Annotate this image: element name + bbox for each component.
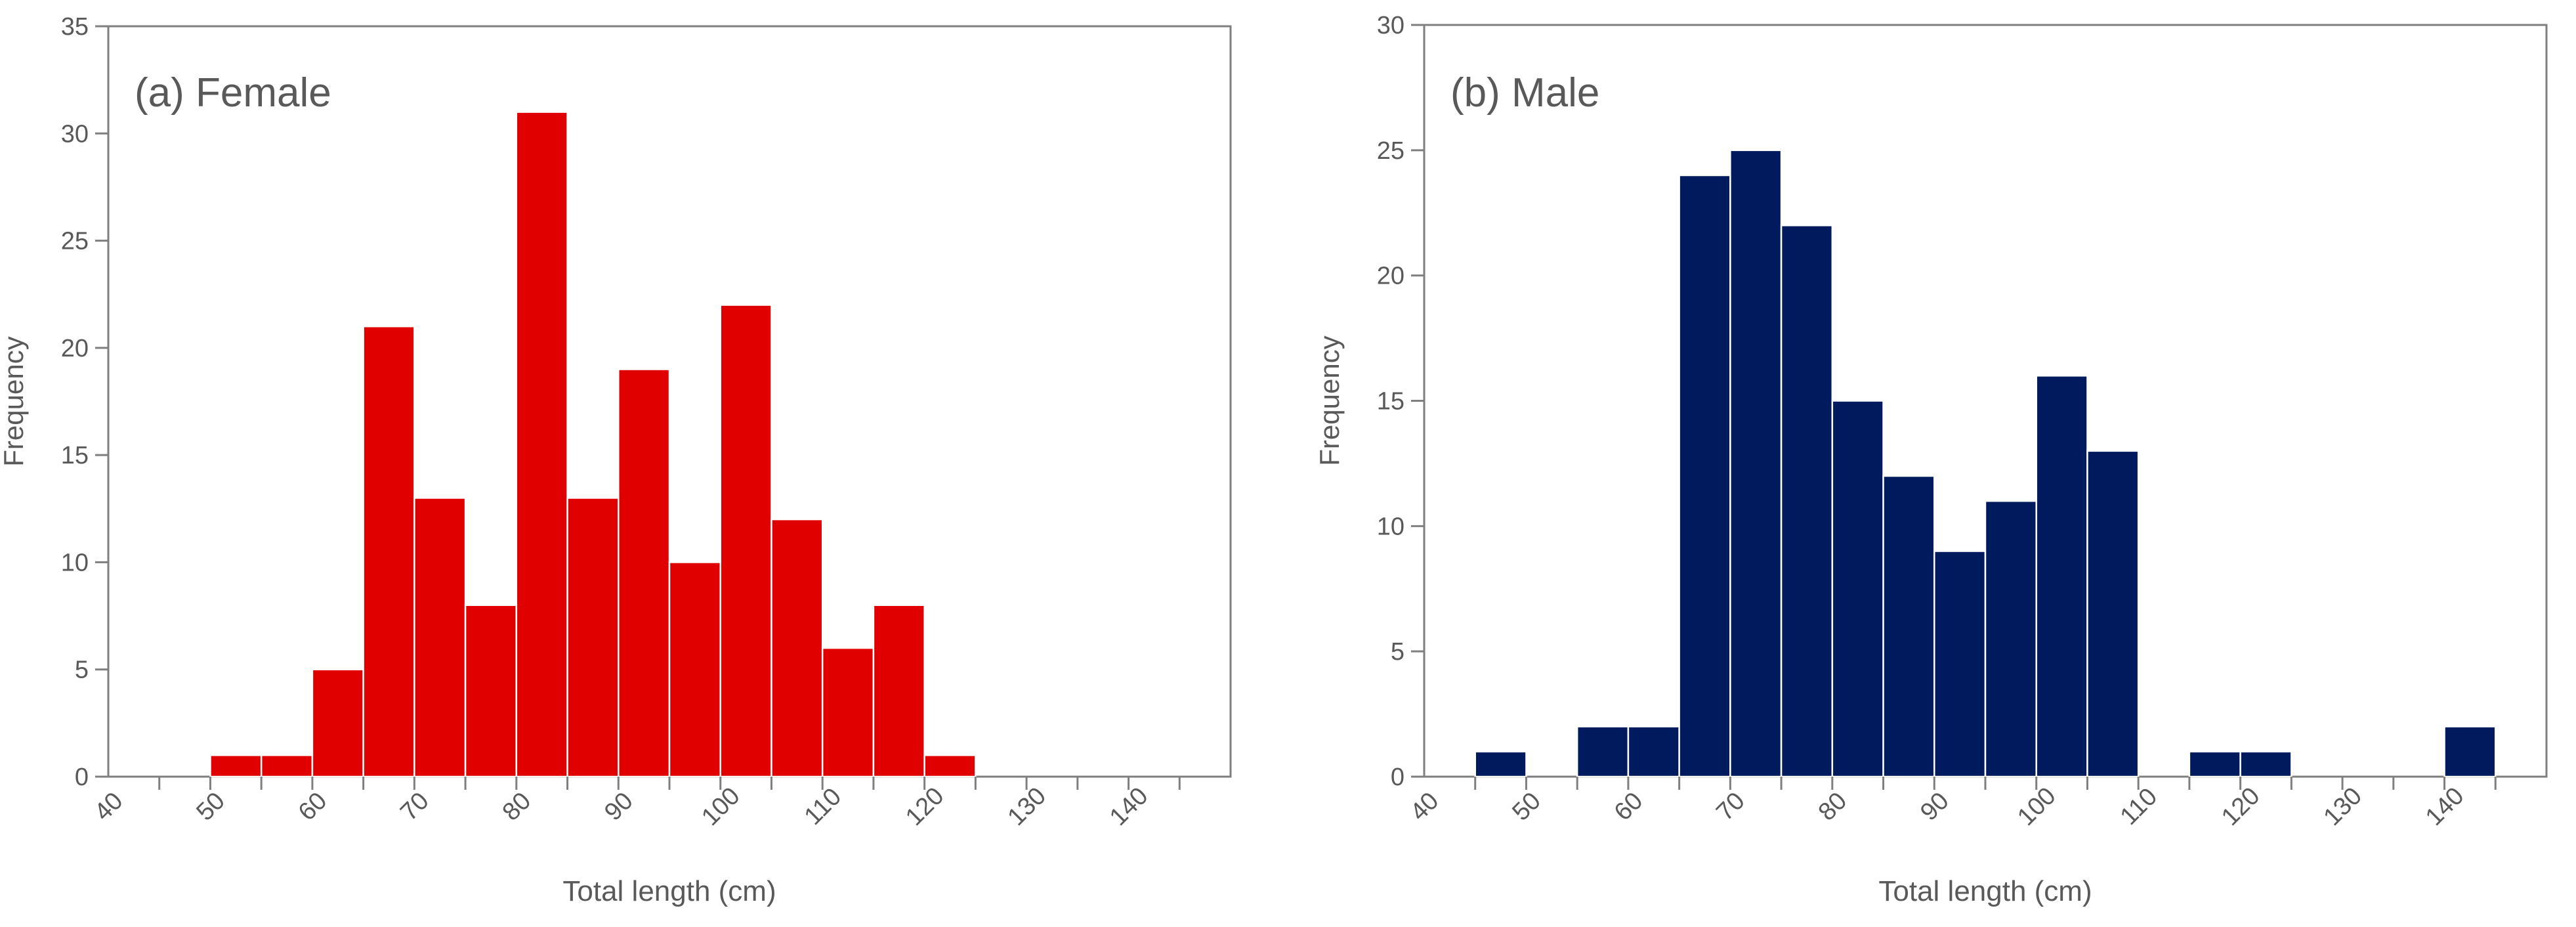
x-tick-label: 100 xyxy=(696,782,746,831)
x-tick-label: 70 xyxy=(395,787,434,827)
y-tick-label: 10 xyxy=(61,549,89,576)
x-tick-label: 50 xyxy=(1507,787,1546,827)
x-tick-label: 80 xyxy=(497,787,537,827)
x-tick-label: 110 xyxy=(2115,783,2163,830)
x-tick-label: 140 xyxy=(2420,782,2470,831)
y-tick-label: 30 xyxy=(1377,12,1404,39)
histogram-bar xyxy=(1780,225,1834,778)
x-axis-label: Total length (cm) xyxy=(1878,875,2092,907)
x-axis-label: Total length (cm) xyxy=(562,875,776,907)
histogram-bar xyxy=(362,325,415,778)
histogram-bar xyxy=(923,754,977,778)
y-tick-label: 20 xyxy=(61,335,89,362)
histogram-bar xyxy=(719,304,772,778)
x-tick-label: 80 xyxy=(1813,787,1853,827)
histogram-bar xyxy=(1576,725,1630,778)
y-tick-label: 10 xyxy=(1377,513,1404,540)
y-axis-label: Frequency xyxy=(0,336,29,466)
x-tick-label: 70 xyxy=(1711,787,1750,827)
x-tick-label: 120 xyxy=(900,782,950,831)
histogram-bar xyxy=(311,668,364,778)
histogram-bar xyxy=(1882,475,1935,778)
y-tick-label: 5 xyxy=(1391,638,1404,666)
x-tick-label: 50 xyxy=(191,787,230,827)
y-tick-label: 20 xyxy=(1377,263,1404,290)
x-tick-label: 110 xyxy=(799,783,847,830)
histogram-bar xyxy=(1627,725,1680,778)
histogram-bar xyxy=(413,497,467,778)
histogram-bar xyxy=(1678,174,1731,778)
x-tick-label: 40 xyxy=(1405,787,1445,827)
histogram-bar xyxy=(260,754,314,778)
chart-title: (b) Male xyxy=(1450,70,1599,116)
y-tick-label: 30 xyxy=(61,120,89,148)
histogram-bar xyxy=(821,647,875,778)
histogram-bar xyxy=(2239,750,2292,778)
y-tick-label: 25 xyxy=(61,228,89,255)
histogram-bar xyxy=(668,561,721,778)
histogram-bar xyxy=(2188,750,2241,778)
y-tick-label: 25 xyxy=(1377,137,1404,165)
x-tick-label: 60 xyxy=(1609,787,1649,827)
male-histogram-panel: 0 5 10 15 20 25 30 40 50 60 70 80 90 100 110 120 130 140 (… xyxy=(1314,12,2548,907)
x-tick-label: 130 xyxy=(2319,782,2368,831)
histogram-bar xyxy=(872,604,925,778)
histogram-bar xyxy=(2443,725,2497,778)
y-tick-label: 0 xyxy=(1391,764,1404,791)
y-tick-label: 15 xyxy=(61,442,89,469)
histogram-bar xyxy=(209,754,263,778)
x-tick-label: 90 xyxy=(599,787,639,827)
histogram-bar xyxy=(618,368,671,778)
histogram-bar xyxy=(1984,500,2037,778)
histogram-bar xyxy=(1831,400,1884,778)
histogram-bar xyxy=(1933,550,1987,778)
x-tick-label: 90 xyxy=(1915,787,1954,827)
histogram-bar xyxy=(771,518,824,778)
x-tick-label: 60 xyxy=(293,787,333,827)
histogram-bar xyxy=(566,497,620,778)
chart-title: (a) Female xyxy=(135,70,331,116)
y-tick-label: 5 xyxy=(75,657,89,684)
x-tick-label: 140 xyxy=(1105,782,1154,831)
histogram-bar xyxy=(2035,375,2088,778)
histogram-bar xyxy=(1474,750,1527,778)
histogram-bar xyxy=(2086,450,2140,778)
x-tick-label: 100 xyxy=(2012,782,2061,831)
histogram-bar xyxy=(1729,149,1783,778)
x-tick-label: 130 xyxy=(1003,782,1052,831)
y-tick-label: 0 xyxy=(75,764,89,791)
y-tick-label: 15 xyxy=(1377,388,1404,416)
histogram-bar xyxy=(464,604,518,778)
y-axis-label: Frequency xyxy=(1314,335,1345,465)
female-histogram-panel: 0 5 10 15 20 25 30 35 40 50 60 70 80 90 100 110 120 130 14… xyxy=(0,13,1232,907)
x-tick-label: 120 xyxy=(2216,782,2266,831)
y-tick-label: 35 xyxy=(61,13,89,41)
histogram-bar xyxy=(515,111,568,778)
x-tick-label: 40 xyxy=(89,787,129,827)
